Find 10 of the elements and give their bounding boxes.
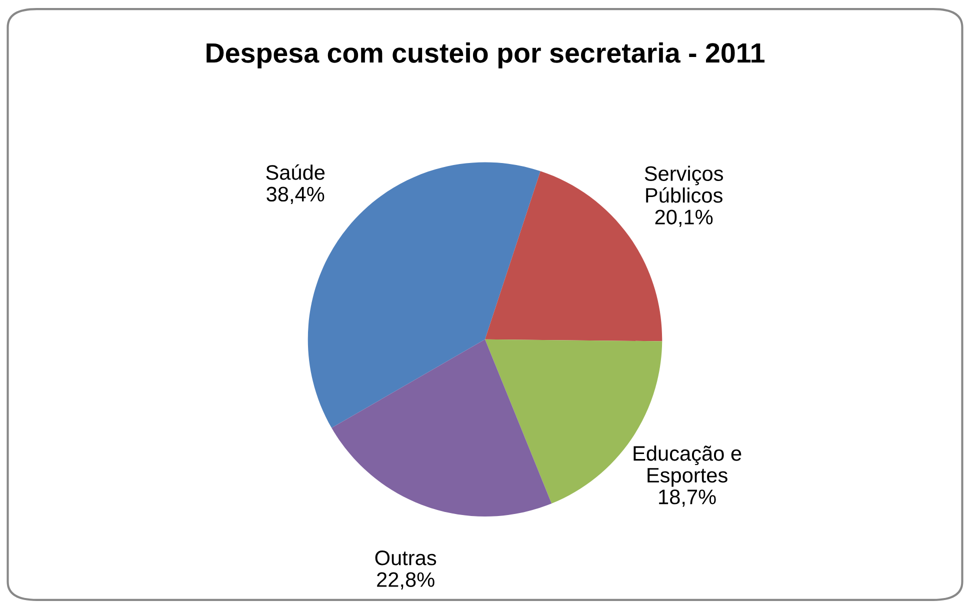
slice-label: Saúde	[266, 164, 325, 180]
pie-slice	[332, 339, 552, 516]
chart-title: Despesa com custeio por secretaria - 2011	[206, 42, 764, 68]
slice-label: Outras	[375, 550, 436, 566]
data-label: 38,4%	[266, 186, 324, 204]
slice-label: Educação e Esportes	[634, 446, 742, 487]
slice-label: Serviços Públicos	[644, 166, 724, 203]
data-label: 20,1%	[655, 210, 713, 227]
data-label: 18,7%	[659, 490, 716, 507]
data-label: 22,8%	[377, 572, 434, 590]
